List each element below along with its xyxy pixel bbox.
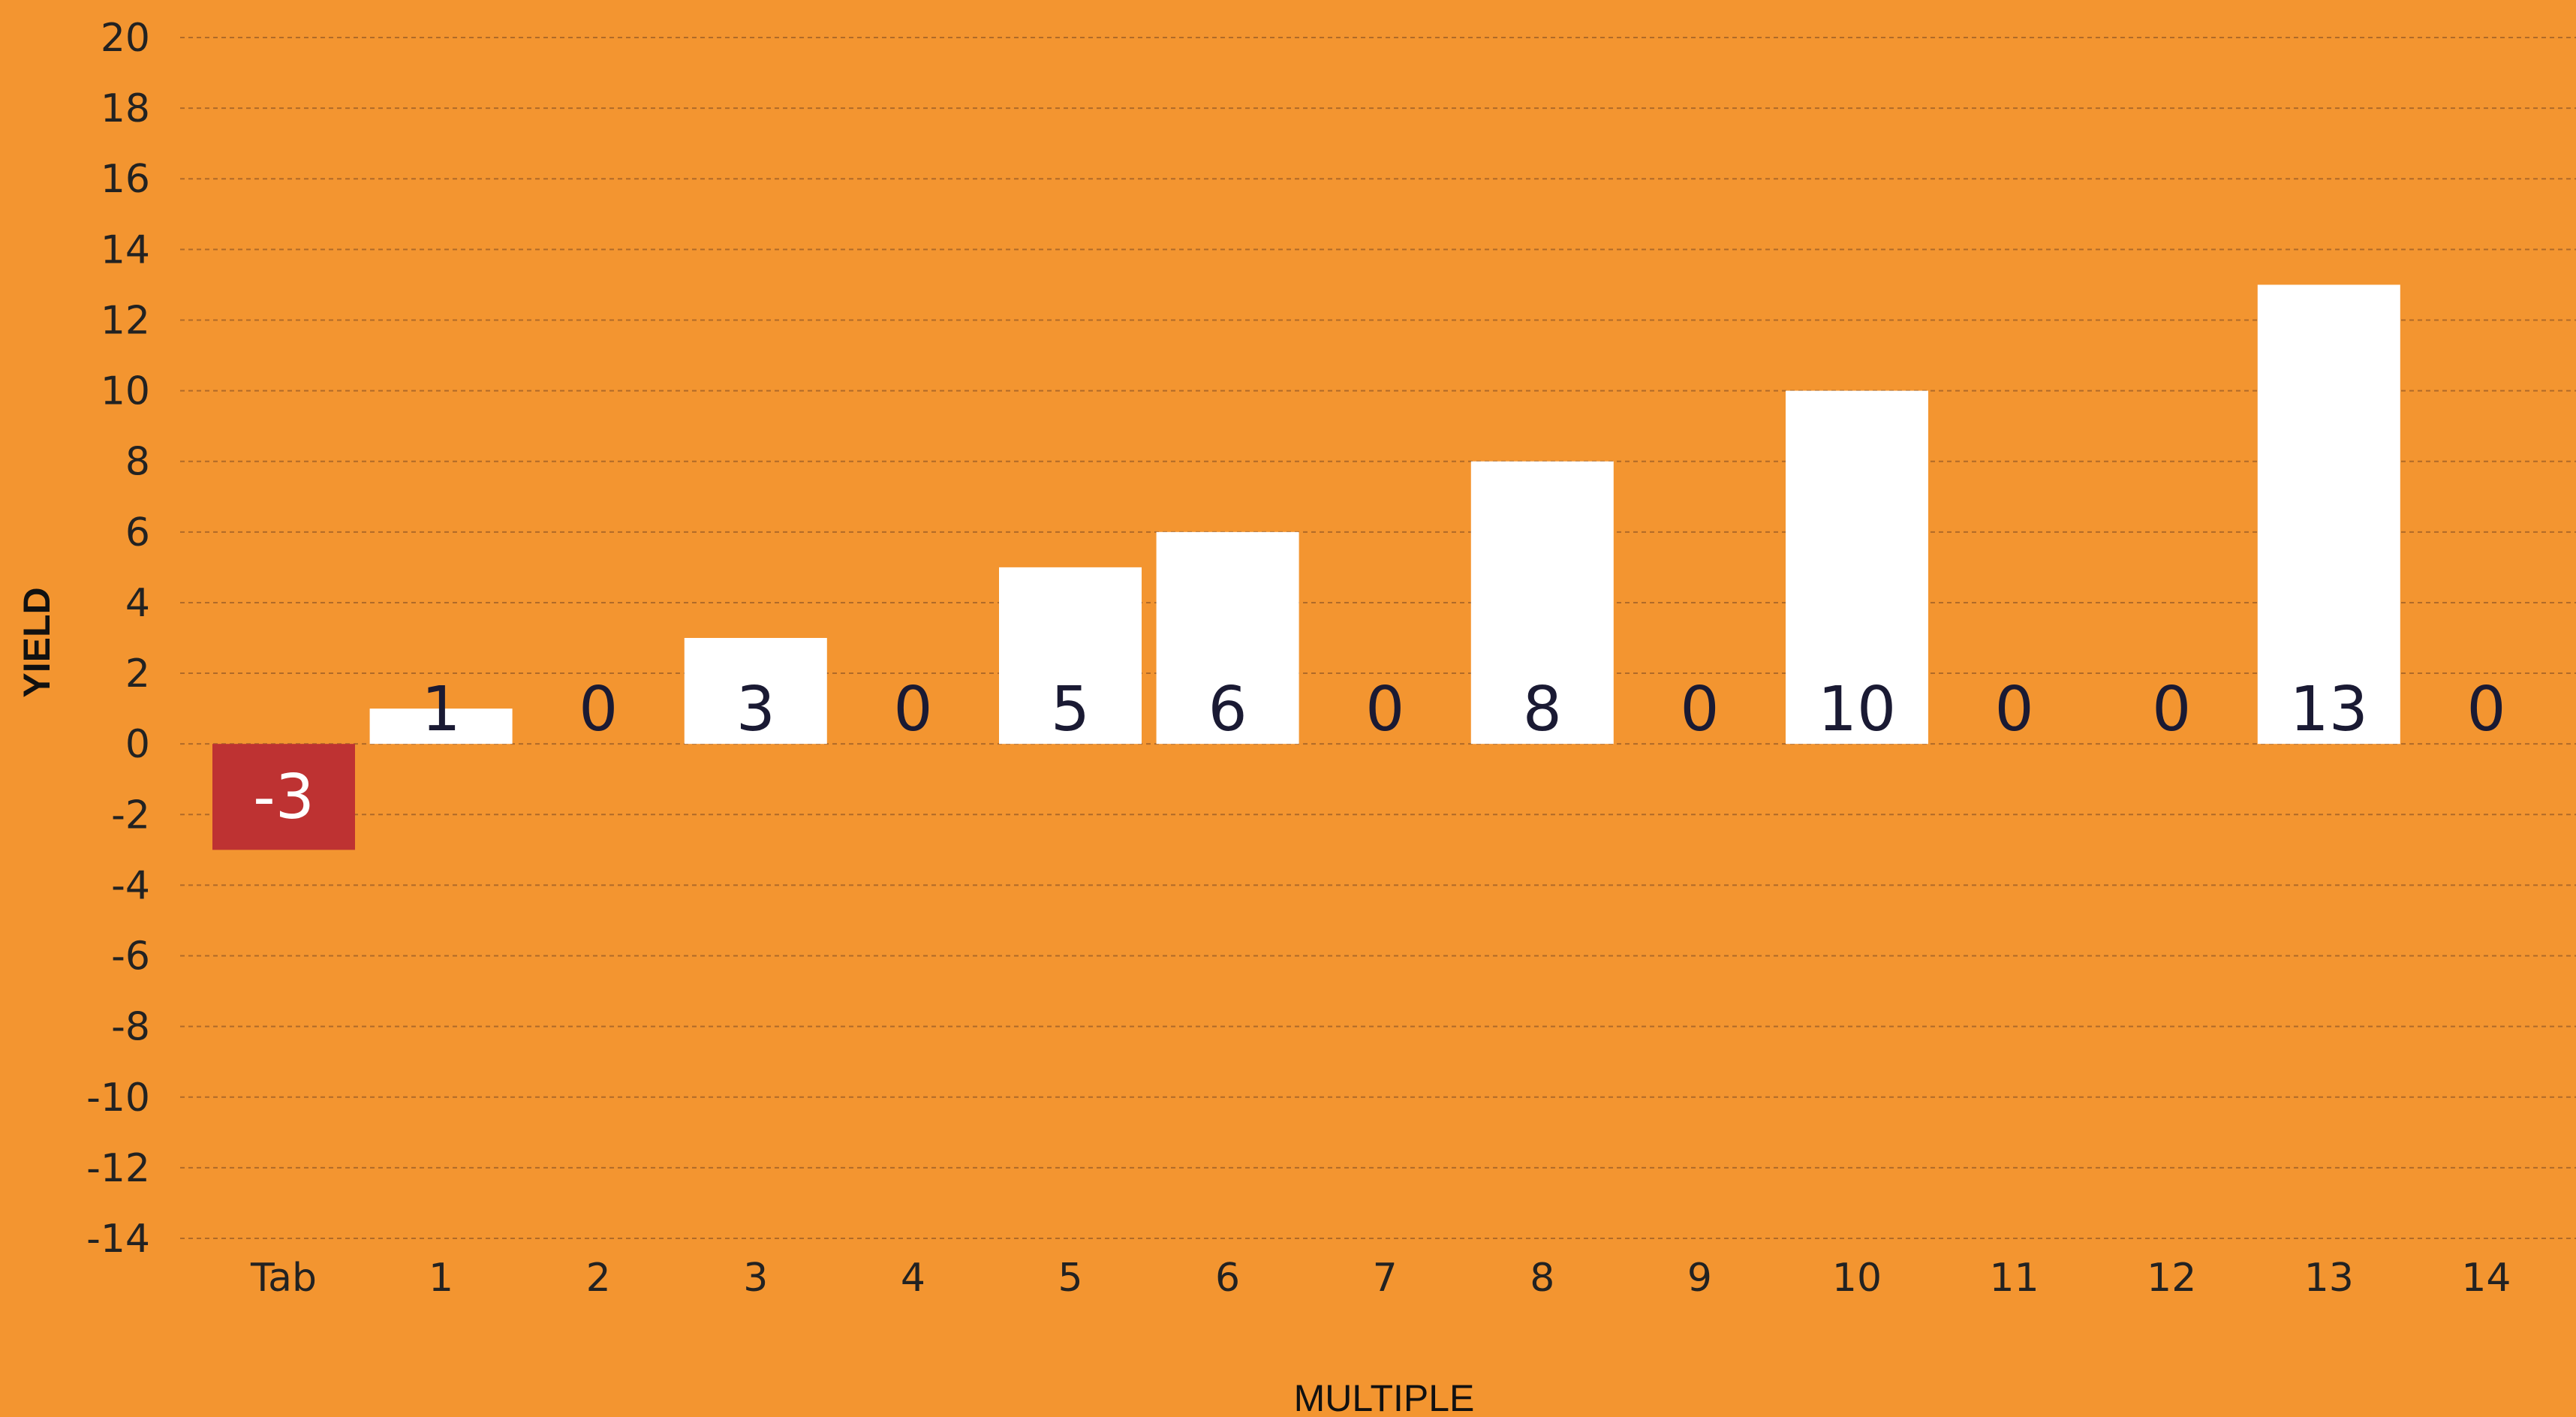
x-tick-label: 12 [2147, 1256, 2196, 1301]
y-tick-label: 20 [101, 16, 150, 61]
data-label: 1 [422, 674, 461, 745]
x-axis-ticks: Tab 1 2 3 4 5 6 7 8 9 10 11 12 13 14 [250, 1256, 2511, 1301]
data-label: 0 [1365, 674, 1404, 745]
data-label: 0 [579, 674, 618, 745]
data-label: 0 [893, 674, 932, 745]
data-label: 6 [1208, 674, 1247, 745]
x-tick-label: 9 [1687, 1256, 1712, 1301]
x-tick-label: 6 [1215, 1256, 1240, 1301]
data-labels: -31 0 3 0 5 6 0 8 0 10 0 0 13 0 [253, 674, 2505, 833]
y-tick-label: -14 [86, 1217, 150, 1262]
y-axis-title: YIELD [16, 587, 58, 697]
y-tick-label: 12 [101, 298, 150, 343]
data-label: 10 [1818, 674, 1896, 745]
data-label: 13 [2290, 674, 2368, 745]
x-tick-label: 11 [1990, 1256, 2039, 1301]
data-label: 0 [2152, 674, 2191, 745]
x-tick-label: 10 [1832, 1256, 1882, 1301]
x-tick-label: 8 [1530, 1256, 1554, 1301]
y-tick-label: -4 [111, 863, 150, 908]
x-tick-label: 4 [901, 1256, 925, 1301]
y-tick-label: 8 [125, 440, 150, 485]
data-label: 5 [1051, 674, 1090, 745]
gridlines [180, 37, 2576, 1239]
x-tick-label: 7 [1373, 1256, 1398, 1301]
x-axis-title: MULTIPLE [1294, 1377, 1475, 1417]
y-tick-label: -6 [111, 934, 150, 979]
x-tick-label: 1 [429, 1256, 453, 1301]
x-tick-label: 14 [2461, 1256, 2511, 1301]
x-tick-label: 5 [1058, 1256, 1082, 1301]
x-tick-label: 13 [2304, 1256, 2354, 1301]
x-tick-label: Tab [250, 1256, 317, 1301]
y-tick-label: 10 [101, 369, 150, 414]
data-label: -3 [253, 762, 314, 833]
y-tick-label: -10 [86, 1076, 150, 1121]
x-tick-label: 2 [586, 1256, 611, 1301]
y-tick-label: 14 [101, 227, 150, 272]
y-tick-label: -12 [86, 1146, 150, 1191]
bar [1470, 461, 1614, 745]
y-tick-label: -2 [111, 793, 150, 838]
bars [212, 284, 2400, 850]
y-tick-label: 2 [125, 651, 150, 696]
data-label: 3 [736, 674, 775, 745]
data-label: 0 [1995, 674, 2034, 745]
bar [1156, 531, 1299, 745]
data-label: 0 [1680, 674, 1719, 745]
data-label: 8 [1523, 674, 1562, 745]
bar [212, 744, 355, 850]
y-tick-label: 4 [125, 581, 150, 626]
y-tick-label: 18 [101, 86, 150, 131]
y-tick-label: 6 [125, 510, 150, 555]
x-tick-label: 3 [743, 1256, 768, 1301]
bar [684, 638, 827, 745]
data-label: 0 [2466, 674, 2505, 745]
bar [999, 567, 1142, 745]
bar [1786, 390, 1928, 745]
bar [369, 708, 513, 745]
y-tick-label: 0 [125, 722, 150, 767]
y-tick-label: 16 [101, 157, 150, 202]
bar [2257, 284, 2400, 745]
y-tick-label: -8 [111, 1005, 150, 1050]
